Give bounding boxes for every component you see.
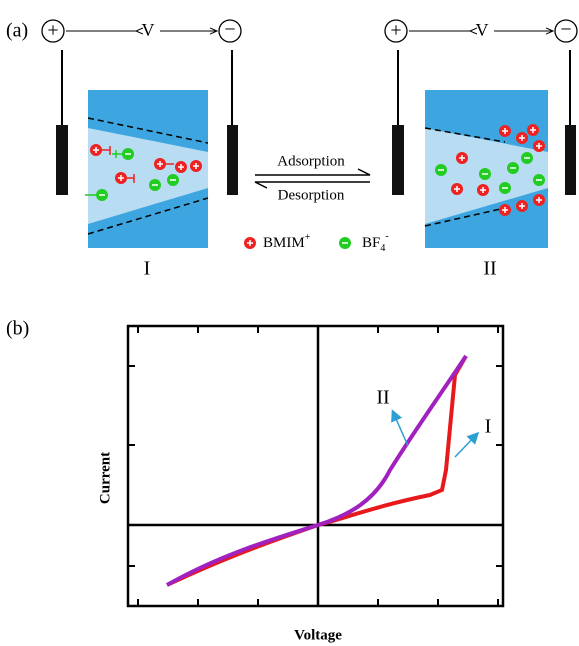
plus-sign: + xyxy=(47,20,58,42)
cell-numeral: I xyxy=(144,258,151,280)
panel-label: (a) xyxy=(6,20,28,42)
minus-sign: − xyxy=(224,19,235,41)
cell-right: + V − II xyxy=(384,19,578,280)
curve-label: II xyxy=(376,387,389,409)
panel-label: (b) xyxy=(6,318,29,340)
voltage-label: V xyxy=(142,20,155,40)
voltage-label: V xyxy=(476,20,489,40)
adsorption-label: Adsorption xyxy=(277,153,345,169)
cell-left: + V − I xyxy=(41,19,242,280)
y-axis-title: Current xyxy=(97,452,113,504)
legend-cation: BMIM+ xyxy=(263,232,311,251)
desorption-label: Desorption xyxy=(278,187,345,203)
iv-plot xyxy=(126,324,505,608)
cell-numeral: II xyxy=(483,258,496,280)
legend-anion: BF4- xyxy=(362,231,389,254)
x-axis-title: Voltage xyxy=(294,627,342,643)
minus-sign: − xyxy=(560,19,571,41)
curve-label: I xyxy=(485,416,492,438)
plus-sign: + xyxy=(390,20,401,42)
